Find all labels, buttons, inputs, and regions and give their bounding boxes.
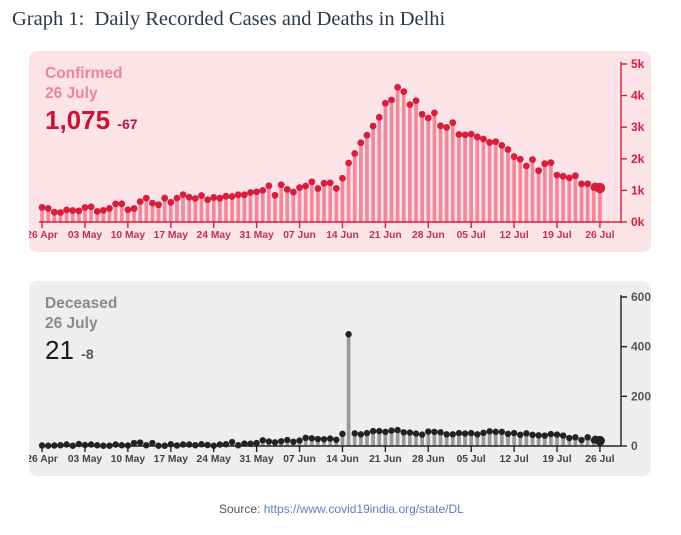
svg-text:4k: 4k — [631, 89, 645, 103]
svg-text:2k: 2k — [631, 152, 645, 166]
svg-text:0k: 0k — [631, 215, 645, 229]
svg-text:1k: 1k — [631, 183, 645, 197]
svg-text:5k: 5k — [631, 57, 645, 71]
svg-text:0: 0 — [631, 439, 638, 453]
svg-text:400: 400 — [631, 340, 651, 354]
svg-text:3k: 3k — [631, 120, 645, 134]
svg-text:200: 200 — [631, 389, 651, 403]
svg-text:600: 600 — [631, 290, 651, 304]
